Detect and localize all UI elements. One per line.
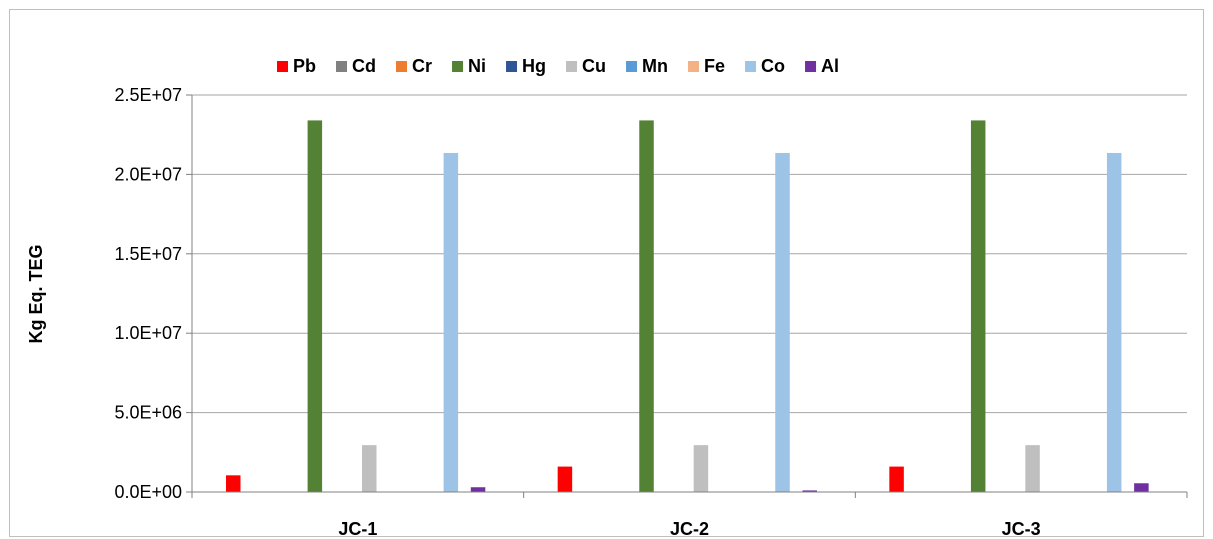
- x-axis-categories: JC-1 JC-2 JC-3: [338, 519, 1040, 539]
- x-category-label: JC-1: [338, 519, 377, 539]
- bar-al: [1134, 483, 1149, 492]
- bar-pb: [889, 466, 904, 492]
- legend-swatch-fe: [688, 61, 700, 72]
- y-tick-label: 1.0E+07: [114, 323, 182, 343]
- chart-frame: [9, 9, 1204, 537]
- legend-swatch-pb: [277, 61, 288, 72]
- y-tick-label: 0.0E+00: [114, 482, 182, 502]
- bar-pb: [557, 466, 573, 492]
- legend-swatch-ni: [452, 61, 464, 72]
- gridlines: [192, 94, 1187, 414]
- legend-swatch-cd: [336, 61, 348, 72]
- legend: Pb Cd Cr Ni Hg Cu Mn Fe Co Al: [277, 56, 839, 76]
- legend-swatch-al: [805, 61, 817, 72]
- y-axis-ticks: 0.0E+00 5.0E+06 1.0E+07 1.5E+07 2.0E+07 2.5E+…: [114, 85, 192, 502]
- y-tick-label: 2.0E+07: [114, 164, 182, 184]
- y-tick-label: 1.5E+07: [114, 244, 182, 264]
- bar-co: [443, 152, 459, 492]
- legend-label: Cr: [412, 56, 432, 76]
- bar-al: [470, 487, 486, 492]
- bar-pb: [226, 475, 241, 492]
- x-category-label: JC-2: [670, 519, 709, 539]
- legend-label: Cu: [582, 56, 606, 76]
- bar-co: [1106, 152, 1122, 492]
- legend-label: Co: [761, 56, 785, 76]
- legend-label: Mn: [642, 56, 668, 76]
- legend-label: Hg: [522, 56, 546, 76]
- legend-swatch-co: [745, 61, 757, 72]
- bar-ni: [307, 120, 323, 493]
- legend-label: Pb: [293, 56, 316, 76]
- bar-ni: [970, 120, 986, 493]
- bar-al: [802, 490, 817, 492]
- bar-co: [775, 152, 790, 492]
- legend-swatch-mn: [626, 61, 638, 72]
- legend-label: Al: [821, 56, 839, 76]
- bar-cu: [693, 445, 709, 492]
- bar-cu: [362, 445, 377, 492]
- bar-cu: [1025, 445, 1040, 492]
- x-category-label: JC-3: [1002, 519, 1041, 539]
- bar-ni: [639, 120, 654, 493]
- legend-label: Cd: [352, 56, 376, 76]
- y-axis-label: Kg Eq. TEG: [26, 245, 46, 344]
- legend-label: Fe: [704, 56, 725, 76]
- y-tick-label: 5.0E+06: [114, 403, 182, 423]
- legend-swatch-cr: [396, 61, 408, 72]
- legend-label: Ni: [468, 56, 486, 76]
- legend-swatch-cu: [566, 61, 578, 72]
- legend-swatch-hg: [506, 61, 518, 72]
- bars: [226, 120, 1149, 493]
- y-tick-label: 2.5E+07: [114, 85, 182, 105]
- axes: [191, 95, 1188, 498]
